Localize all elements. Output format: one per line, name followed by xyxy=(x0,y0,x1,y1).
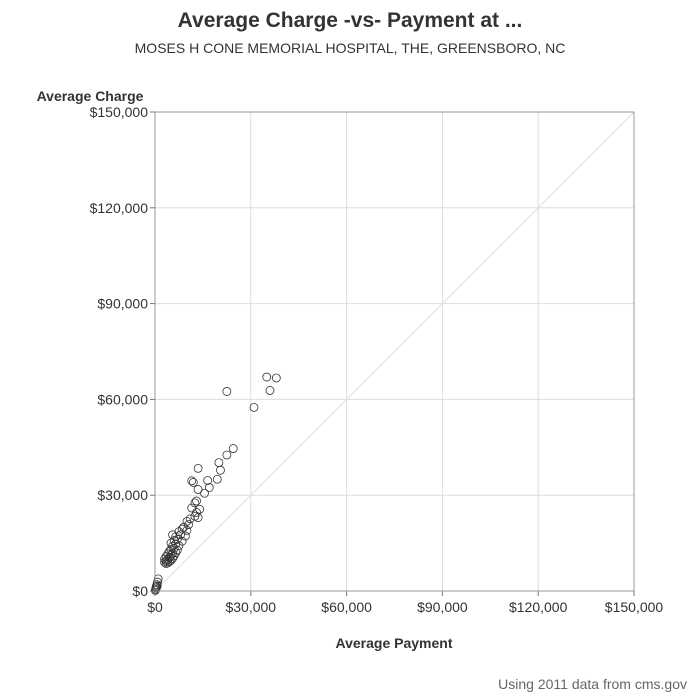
plot-frame xyxy=(154,111,635,592)
data-point xyxy=(190,498,200,508)
data-point xyxy=(203,476,213,485)
data-point xyxy=(163,555,173,565)
data-point xyxy=(262,372,272,382)
data-point xyxy=(192,508,201,517)
x-tick-label: $0 xyxy=(147,599,163,615)
data-point xyxy=(188,478,198,487)
x-axis-label: Average Payment xyxy=(336,635,453,651)
data-point xyxy=(168,530,177,540)
x-tick-label: $60,000 xyxy=(321,599,372,615)
data-point xyxy=(216,465,225,475)
y-tick-label: $120,000 xyxy=(90,200,149,216)
data-point xyxy=(249,402,259,412)
data-point xyxy=(200,488,209,498)
grid-lines xyxy=(155,112,634,591)
data-point xyxy=(163,558,173,568)
x-tick-label: $120,000 xyxy=(509,599,568,615)
y-tick-label: $150,000 xyxy=(90,104,149,120)
data-point xyxy=(152,581,162,591)
x-tick-label: $150,000 xyxy=(605,599,664,615)
data-point xyxy=(161,556,171,566)
data-point xyxy=(271,373,281,383)
data-point xyxy=(179,522,189,532)
y-axis-ticks: $0 $30,000 $60,000 $90,000 $120,000 $150,000 xyxy=(90,104,155,599)
data-point xyxy=(161,559,171,568)
data-point xyxy=(180,531,190,541)
data-point xyxy=(228,444,238,453)
chart-title: Average Charge -vs- Payment at ... xyxy=(177,9,523,32)
data-point xyxy=(187,503,197,513)
data-point xyxy=(193,513,203,522)
y-tick-label: $0 xyxy=(132,583,148,599)
data-point xyxy=(222,387,232,396)
data-point xyxy=(195,504,205,514)
reference-line-y-equals-x xyxy=(154,111,635,592)
y-tick-label: $90,000 xyxy=(97,296,148,312)
y-tick-label: $30,000 xyxy=(97,487,148,503)
x-tick-label: $90,000 xyxy=(417,599,468,615)
data-point xyxy=(204,483,214,492)
x-tick-label: $30,000 xyxy=(225,599,276,615)
data-point xyxy=(193,485,203,494)
data-point xyxy=(185,514,195,524)
footnote: Using 2011 data from cms.gov xyxy=(498,676,687,692)
data-point xyxy=(193,463,203,473)
y-tick-label: $60,000 xyxy=(97,391,148,407)
data-point xyxy=(184,520,193,529)
data-point xyxy=(222,450,232,460)
data-point xyxy=(265,386,275,395)
data-point xyxy=(212,474,222,484)
y-axis-label: Average Charge xyxy=(37,88,144,104)
data-point xyxy=(192,496,201,506)
chart-subtitle: MOSES H CONE MEMORIAL HOSPITAL, THE, GRE… xyxy=(134,40,566,56)
data-point xyxy=(214,458,224,468)
x-axis-ticks: $0 $30,000 $60,000 $90,000 $120,000 $150,000 xyxy=(147,591,663,615)
data-point xyxy=(164,553,174,563)
data-points xyxy=(150,372,281,595)
data-point xyxy=(187,476,197,486)
data-point xyxy=(166,555,176,565)
data-point xyxy=(160,557,169,567)
